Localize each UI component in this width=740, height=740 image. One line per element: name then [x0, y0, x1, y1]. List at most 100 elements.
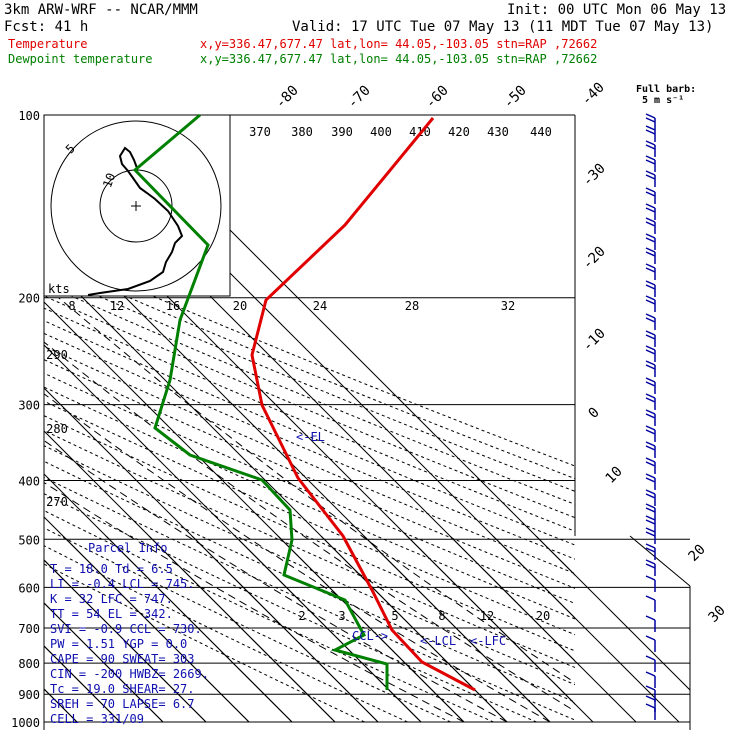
- isotherm-label: -70: [345, 83, 374, 112]
- wind-barb-flag: [645, 477, 656, 483]
- wind-barb-flag: [645, 671, 656, 677]
- wind-barb-flag: [645, 191, 656, 197]
- dry-adiabat: [44, 509, 494, 723]
- isotherm-line: [44, 536, 551, 723]
- lfc-annotation: <-LFC: [470, 634, 506, 648]
- isotherm-label: -80: [273, 83, 302, 112]
- parcel-info-row: CIN = -200 HWBZ= 2669.: [50, 667, 209, 681]
- wind-barb-flag: [645, 144, 656, 150]
- wind-barb-flag: [645, 113, 656, 119]
- isotherm-label: -50: [501, 83, 530, 112]
- wind-barb-flag: [645, 299, 656, 305]
- dry-adiabat: [44, 563, 365, 723]
- mixing-ratio-label: 12: [480, 609, 494, 623]
- pressure-label: 800: [18, 657, 40, 671]
- wind-barb-flag: [645, 519, 656, 525]
- wind-barb-flag: [645, 217, 656, 223]
- wind-barb-flag: [645, 457, 656, 463]
- pressure-label: 700: [18, 622, 40, 636]
- isotherm-line: [44, 536, 164, 723]
- isotherm-label: -40: [579, 80, 608, 109]
- wind-barb-flag: [645, 559, 656, 565]
- wind-barb-flag: [645, 187, 656, 193]
- wind-barb-flag: [645, 489, 656, 495]
- pressure-label: 400: [18, 474, 40, 488]
- parcel-info-row: K = 32 LFC = 747.: [50, 592, 173, 606]
- hodograph-tick-label: 8: [68, 299, 75, 313]
- mixing-ratio-label: 5: [391, 609, 398, 623]
- isotherm-label: 0: [586, 405, 603, 422]
- hodograph-tick-label: 28: [405, 299, 419, 313]
- dry-adiabat: [44, 460, 575, 703]
- isotherm-line: [44, 536, 207, 723]
- dry-adiabat: [44, 271, 575, 492]
- temp-legend-location: x,y=336.47,677.47 lat,lon= 44.05,-103.05…: [200, 37, 597, 51]
- wind-barb-flag: [645, 170, 656, 176]
- wind-barb-flag: [645, 547, 656, 553]
- theta-label-low: 270: [46, 495, 68, 509]
- wind-barb-flag: [645, 207, 656, 213]
- isotherm-label: -10: [580, 326, 609, 355]
- isotherm-line: [44, 536, 336, 723]
- hodograph-tick-label: 16: [166, 299, 180, 313]
- wind-barb-flag: [645, 575, 656, 581]
- isotherm-label: 20: [686, 542, 709, 565]
- hodograph: 5 10 kts: [43, 114, 231, 297]
- parcel-info-row: CAPE = 90 SWEAT= 303: [50, 652, 195, 666]
- wind-barb-flag: [645, 129, 656, 135]
- wind-barb-flag: [645, 425, 656, 431]
- mixing-ratio-label: 8: [438, 609, 445, 623]
- isotherm-line: [44, 536, 508, 723]
- el-annotation: <-EL: [296, 430, 325, 444]
- hodograph-tick-label: 12: [110, 299, 124, 313]
- wind-barb-flag: [645, 334, 656, 340]
- wind-barb-flag: [645, 203, 656, 209]
- isotherm-grid-lower: [44, 536, 690, 723]
- barb-legend-title: Full barb:: [636, 84, 696, 95]
- wind-barb-flag: [645, 595, 656, 601]
- pressure-label: 500: [18, 533, 40, 547]
- wind-barb-flag: [645, 445, 656, 451]
- ccl-annotation: CCL->: [352, 629, 388, 643]
- dry-adiabat: [44, 320, 575, 546]
- hodograph-units: kts: [48, 282, 70, 296]
- wind-barb-flag: [645, 155, 656, 161]
- wind-barb-flag: [645, 507, 656, 513]
- isotherm-label: -20: [580, 244, 609, 273]
- barb-legend-value: 5 m s⁻¹: [642, 95, 684, 106]
- wind-barb-flag: [645, 284, 656, 290]
- wind-barb-flag: [645, 685, 656, 691]
- wind-barb-flag: [645, 655, 656, 661]
- dry-adiabat: [44, 259, 575, 480]
- wind-barb-flag: [645, 349, 656, 355]
- parcel-info-title: Parcel Info: [88, 541, 167, 555]
- moist-adiabat: [44, 439, 508, 723]
- wind-barb-flag: [645, 429, 656, 435]
- isotherm-line: [44, 536, 422, 723]
- wind-barb-flag: [645, 493, 656, 499]
- wind-barb-flag: [645, 237, 656, 243]
- isotherm-line: [44, 536, 465, 723]
- model-title: 3km ARW-WRF -- NCAR/MMM: [4, 2, 198, 18]
- hodograph-tick-label: 32: [501, 299, 515, 313]
- isotherm-line: [71, 536, 680, 723]
- hodograph-trace: [87, 146, 184, 296]
- theta-label: 380: [291, 125, 313, 139]
- wind-barb-flag: [645, 441, 656, 447]
- pressure-label: 900: [18, 688, 40, 702]
- right-axis-step: [629, 535, 691, 587]
- mixing-ratio-label: 3: [338, 609, 345, 623]
- wind-barb-flag: [645, 247, 656, 253]
- wind-barb-flag: [645, 413, 656, 419]
- parcel-info-row: Tc = 19.0 SHEAR= 27.: [50, 682, 195, 696]
- isotherm-label: 10: [603, 464, 626, 487]
- wind-barb-flag: [645, 527, 656, 533]
- wind-barb-flag: [645, 117, 656, 123]
- theta-label-low: 280: [46, 422, 68, 436]
- isotherm-line: [44, 536, 293, 723]
- wind-barb-flag: [645, 635, 656, 641]
- wind-barb-flag: [645, 615, 656, 621]
- theta-label-low: 290: [46, 348, 68, 362]
- pressure-grid: [43, 114, 691, 730]
